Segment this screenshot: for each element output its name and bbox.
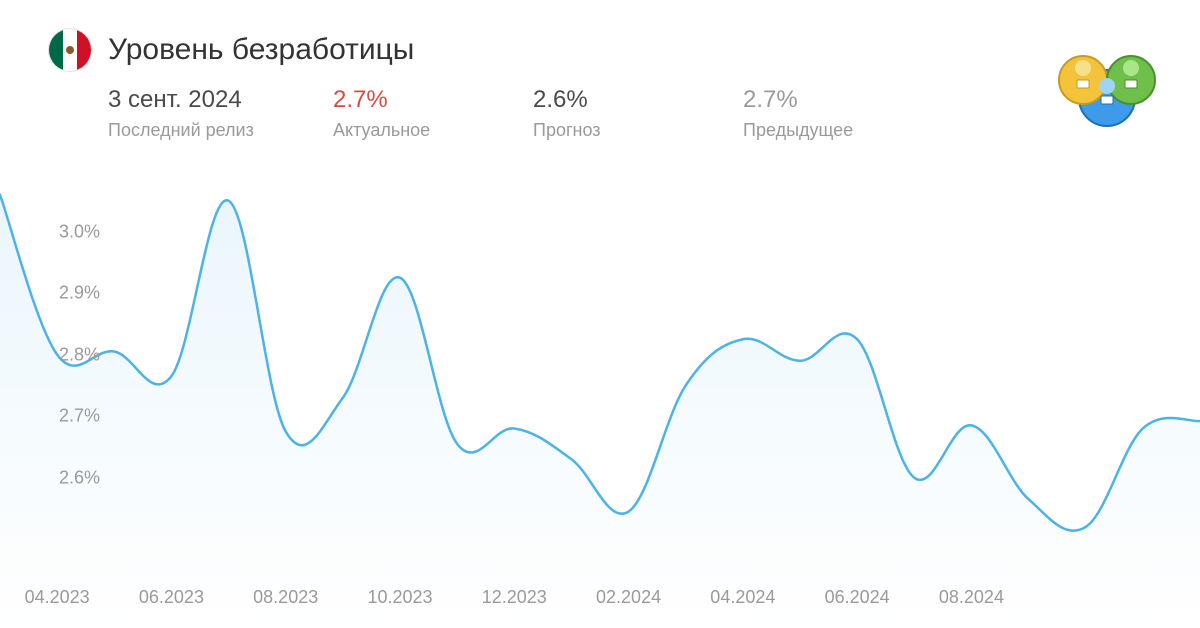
x-axis-label: 10.2023: [367, 587, 432, 608]
x-axis-label: 06.2024: [825, 587, 890, 608]
x-axis-label: 06.2023: [139, 587, 204, 608]
stat-value: 3 сент. 2024: [108, 86, 333, 114]
brand-logo-icon: [1052, 28, 1162, 138]
stat-value: 2.7%: [333, 86, 533, 114]
country-flag-icon: [48, 28, 92, 72]
y-axis-label: 2.9%: [59, 283, 100, 304]
y-axis-label: 2.7%: [59, 406, 100, 427]
x-axis-label: 04.2024: [710, 587, 775, 608]
x-axis-label: 08.2024: [939, 587, 1004, 608]
stat-0: 3 сент. 2024 Последний релиз: [108, 86, 333, 141]
stat-label: Прогноз: [533, 120, 743, 141]
stat-label: Предыдущее: [743, 120, 943, 141]
stat-label: Актуальное: [333, 120, 533, 141]
chart-area-fill: [0, 195, 1200, 628]
stats-row: 3 сент. 2024Последний релиз2.7%Актуально…: [108, 86, 1152, 141]
y-axis-label: 2.6%: [59, 467, 100, 488]
chart-area: 2.6% 2.7% 2.8% 2.9% 3.0% 04.2023 06.2023 08.202…: [0, 170, 1200, 628]
stat-value: 2.6%: [533, 86, 743, 114]
x-axis-label: 12.2023: [482, 587, 547, 608]
stat-2: 2.6% Прогноз: [533, 86, 743, 141]
page-title: Уровень безработицы: [108, 33, 414, 67]
stat-1: 2.7% Актуальное: [333, 86, 533, 141]
y-axis-label: 3.0%: [59, 221, 100, 242]
stat-label: Последний релиз: [108, 120, 333, 141]
y-axis-label: 2.8%: [59, 344, 100, 365]
x-axis-label: 02.2024: [596, 587, 661, 608]
stat-3: 2.7% Предыдущее: [743, 86, 943, 141]
x-axis-label: 08.2023: [253, 587, 318, 608]
stat-value: 2.7%: [743, 86, 943, 114]
line-chart: [0, 170, 1200, 628]
x-axis-label: 04.2023: [25, 587, 90, 608]
